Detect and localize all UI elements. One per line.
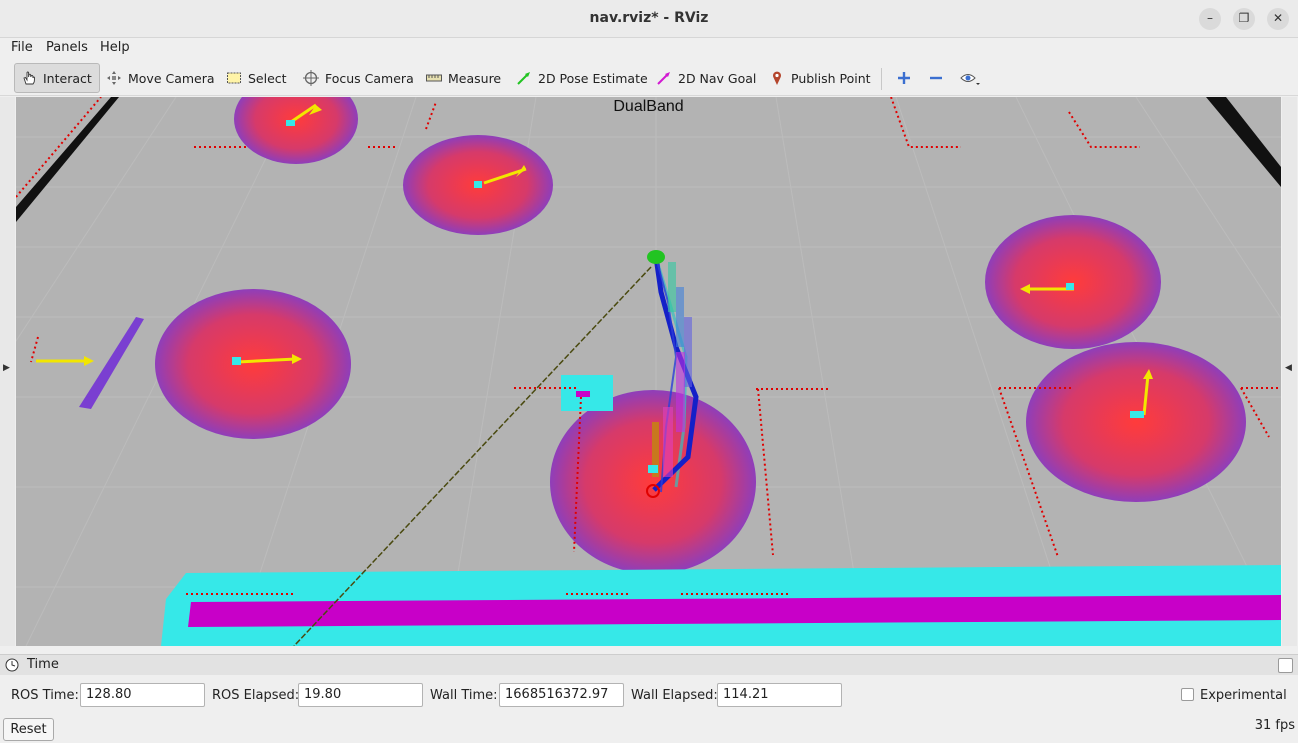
move-camera-button[interactable]: Move Camera (100, 63, 221, 93)
interact-button[interactable]: Interact (14, 63, 100, 93)
close-icon[interactable]: ✕ (1267, 8, 1289, 30)
ruler-icon (426, 70, 442, 86)
clock-icon (5, 658, 19, 676)
wall-time-label: Wall Time: (430, 688, 498, 703)
ros-elapsed-label: ROS Elapsed: (212, 688, 300, 703)
expand-left-icon: ▶ (3, 363, 10, 373)
experimental-checkbox[interactable] (1181, 688, 1194, 701)
ros-time-field[interactable]: 128.80 (80, 683, 205, 707)
pose-arrows (36, 103, 1150, 416)
window-title: nav.rviz* - RViz (589, 10, 709, 26)
plus-icon (896, 70, 912, 86)
interact-label: Interact (43, 70, 92, 86)
add-tool-button[interactable] (890, 63, 918, 93)
publish-point-label: Publish Point (791, 70, 871, 86)
render-viewport[interactable]: DualBand (16, 97, 1281, 646)
toolbar: Interact Move Camera Select Focus Camera… (0, 60, 1298, 96)
wall-elapsed-label: Wall Elapsed: (631, 688, 718, 703)
minimize-icon[interactable]: – (1199, 8, 1221, 30)
overlay-text: DualBand (613, 98, 684, 115)
green-arrow-icon (516, 70, 532, 86)
map-pin-icon (769, 70, 785, 86)
time-panel-title: Time (27, 657, 59, 672)
toolbar-separator (881, 68, 882, 90)
crosshair-icon (303, 70, 319, 86)
wall-time-field[interactable]: 1668516372.97 (499, 683, 624, 707)
right-panel-handle[interactable]: ◀ (1282, 97, 1297, 646)
tool-visibility-button[interactable] (954, 63, 982, 93)
experimental-label: Experimental (1200, 688, 1287, 703)
expand-right-icon: ◀ (1285, 363, 1292, 373)
menu-bar: File Panels Help (0, 38, 1298, 60)
move-camera-icon (106, 70, 122, 86)
select-rectangle-icon (226, 70, 242, 86)
maximize-icon[interactable]: ❐ (1233, 8, 1255, 30)
magenta-arrow-icon (656, 70, 672, 86)
reset-button[interactable]: Reset (3, 718, 54, 741)
wall-elapsed-field[interactable]: 114.21 (717, 683, 842, 707)
fps-readout: 31 fps (1254, 718, 1295, 733)
panel-undock-checkbox[interactable] (1278, 658, 1293, 673)
scene-render (16, 97, 1281, 646)
ros-elapsed-field[interactable]: 19.80 (298, 683, 423, 707)
menu-help[interactable]: Help (100, 40, 130, 55)
nav-goal-label: 2D Nav Goal (678, 70, 757, 86)
focus-camera-button[interactable]: Focus Camera (297, 63, 420, 93)
measure-button[interactable]: Measure (420, 63, 507, 93)
minus-icon (928, 70, 949, 86)
menu-file[interactable]: File (11, 40, 33, 55)
hand-pointer-icon (21, 70, 37, 86)
eye-icon (960, 70, 980, 86)
move-camera-label: Move Camera (128, 70, 215, 86)
ros-time-label: ROS Time: (11, 688, 79, 703)
time-panel-header: Time (0, 654, 1298, 675)
remove-tool-button[interactable] (922, 63, 950, 93)
title-bar: nav.rviz* - RViz – ❐ ✕ (0, 0, 1298, 38)
measure-label: Measure (448, 70, 502, 86)
time-fields-row: ROS Time: 128.80 ROS Elapsed: 19.80 Wall… (0, 676, 1298, 714)
left-panel-handle[interactable]: ▶ (0, 97, 15, 646)
pose-estimate-label: 2D Pose Estimate (538, 70, 648, 86)
menu-panels[interactable]: Panels (46, 40, 88, 55)
laser-scan (16, 97, 1281, 595)
nav-goal-button[interactable]: 2D Nav Goal (650, 63, 762, 93)
select-label: Select (248, 70, 287, 86)
focus-camera-label: Focus Camera (325, 70, 414, 86)
publish-point-button[interactable]: Publish Point (763, 63, 877, 93)
select-button[interactable]: Select (220, 63, 293, 93)
pose-estimate-button[interactable]: 2D Pose Estimate (510, 63, 654, 93)
